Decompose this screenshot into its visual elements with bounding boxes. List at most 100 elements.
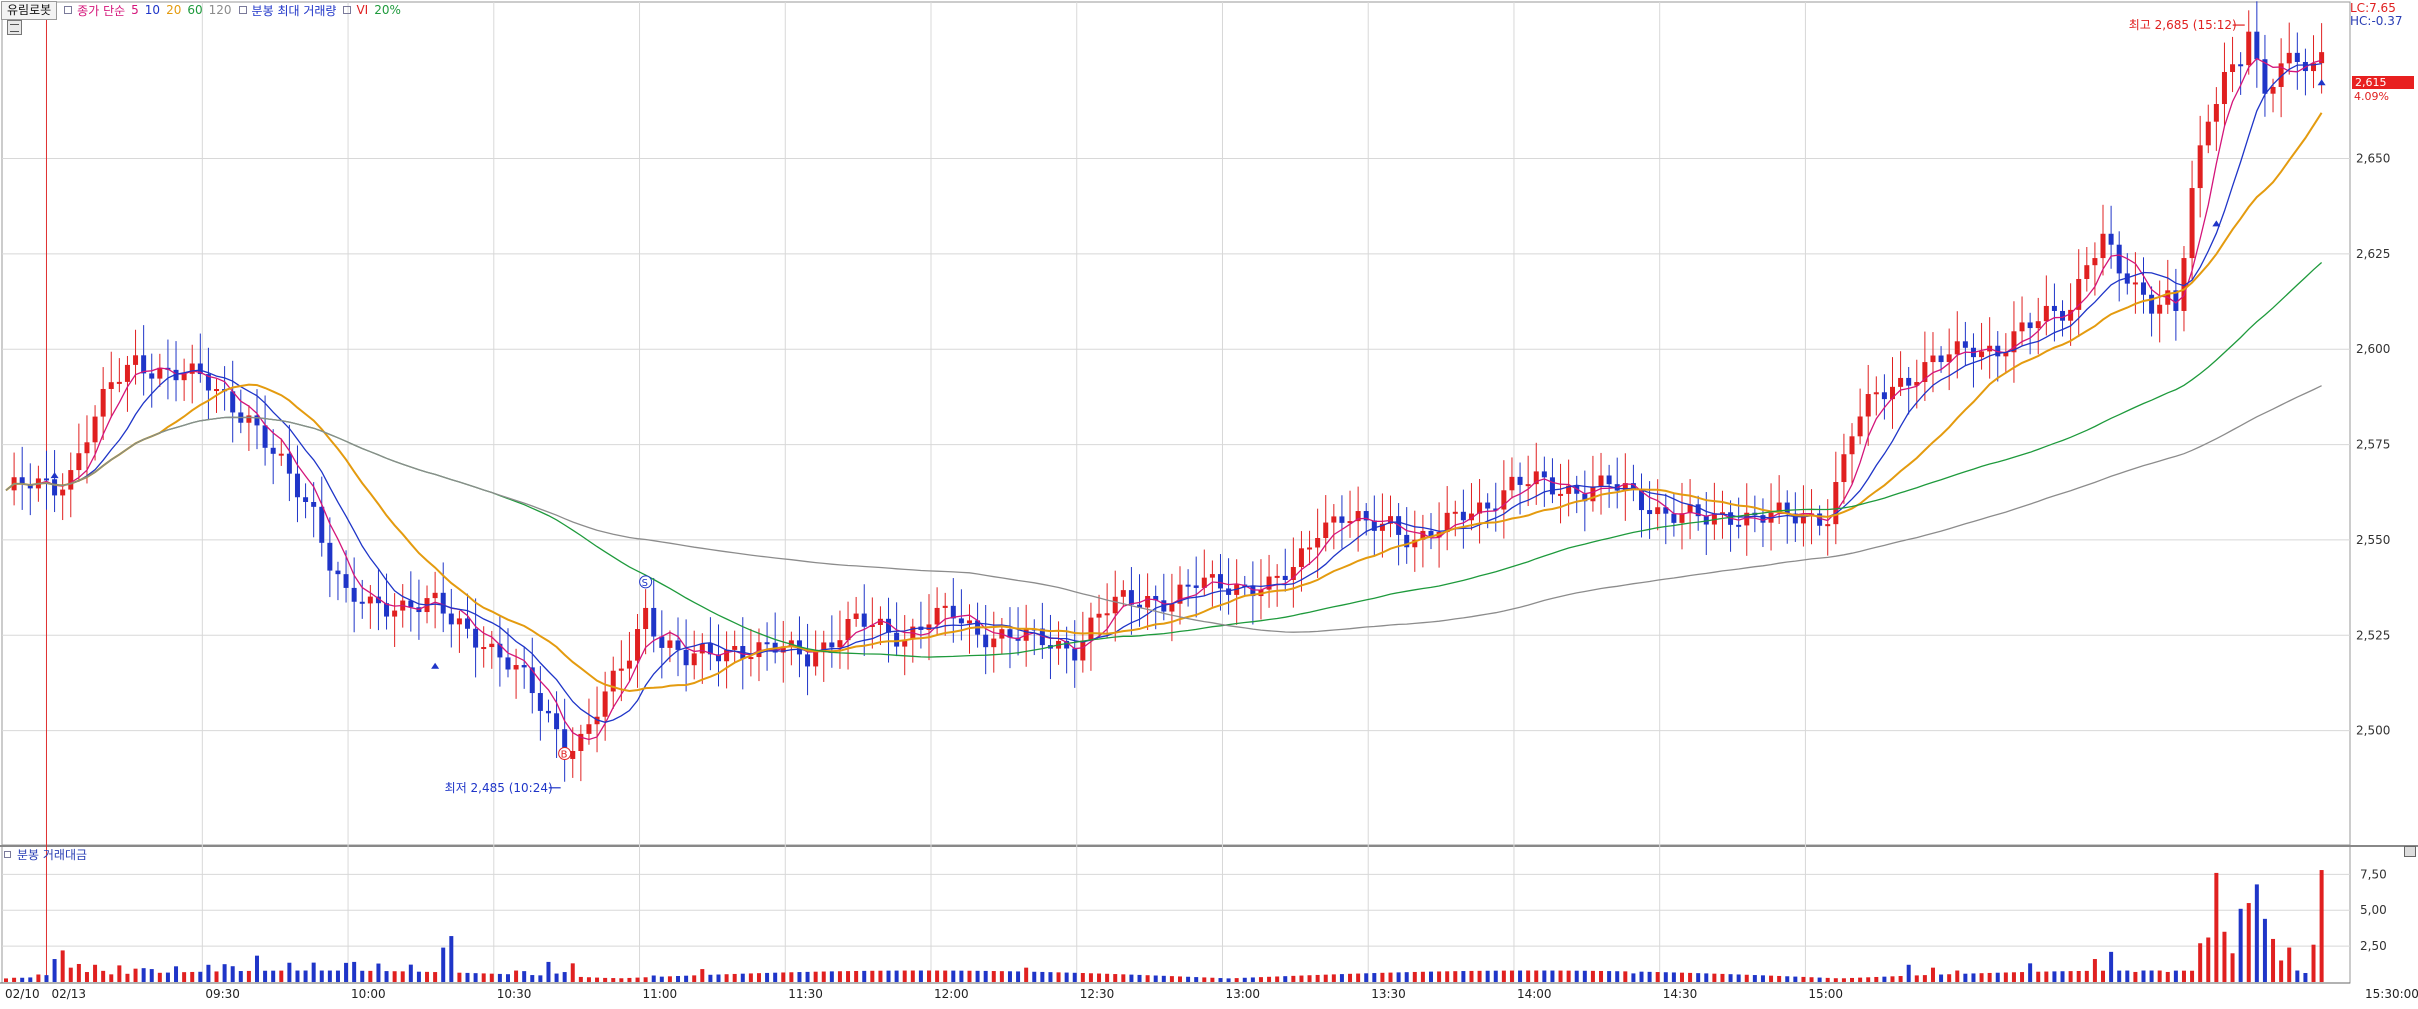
volume-bar (12, 977, 17, 982)
vi-toggle-icon[interactable] (343, 6, 352, 14)
candle-body (359, 601, 365, 604)
volume-bar (2279, 960, 2284, 982)
volume-bar (635, 977, 640, 982)
volume-toggle-icon[interactable] (238, 6, 247, 14)
candle-body (2189, 188, 2195, 259)
volume-bar (368, 970, 373, 982)
volume-bar (222, 964, 227, 982)
candle-body (958, 618, 964, 624)
candle-body (513, 665, 519, 670)
candle-body (813, 652, 819, 667)
candle-body (1922, 362, 1928, 383)
candle-body (1849, 436, 1855, 455)
volume-bar (781, 972, 786, 982)
volume-bar (4, 978, 8, 982)
volume-bar (1097, 973, 1102, 982)
candle-body (748, 657, 754, 660)
current-price-tag: 2,615 (2352, 76, 2414, 89)
candle-body (1064, 640, 1070, 649)
volume-bar (1841, 978, 1846, 982)
candle-body (1760, 515, 1766, 523)
candle-body (141, 355, 147, 374)
candle-body (861, 613, 867, 627)
volume-bar (546, 961, 551, 982)
volume-bar (2020, 972, 2025, 982)
ma-legend[interactable]: 종가 단순 5 10 20 60 120 (77, 2, 231, 19)
candle-body (2116, 244, 2122, 274)
volume-bar (894, 970, 899, 982)
candle-body (805, 654, 811, 667)
candle-body (1501, 490, 1507, 510)
ma-period-120: 120 (208, 3, 232, 17)
candle-body (2173, 290, 2179, 311)
volume-bar (1728, 974, 1733, 982)
candle-body (618, 668, 624, 671)
volume-bar (190, 971, 195, 982)
volume-bar (2068, 971, 2073, 982)
volume-bar (611, 978, 616, 982)
volume-bar (2173, 970, 2178, 982)
candle-body (124, 364, 130, 382)
time-tick-label: 15:00 (1808, 987, 1843, 1001)
candle-body (1145, 596, 1151, 608)
volume-bar (967, 970, 972, 982)
volume-bar (133, 968, 138, 982)
volume-bar (1971, 973, 1976, 982)
sell-marker-circle (639, 575, 653, 589)
volume-bar (1064, 972, 1069, 982)
volume-panel-toggle-icon[interactable] (4, 851, 11, 858)
volume-bar (676, 975, 681, 982)
candle-body (886, 618, 892, 633)
volume-bar (1858, 977, 1863, 982)
volume-bar (271, 970, 276, 982)
volume-bar (1550, 970, 1555, 982)
candle-body (1120, 590, 1126, 597)
candle-body (27, 484, 33, 489)
candle-body (2197, 145, 2203, 189)
volume-bar (52, 959, 57, 982)
candle-body (788, 640, 794, 647)
volume-bar (999, 971, 1004, 982)
volume-bar (1178, 976, 1182, 982)
volume-bar (2003, 972, 2008, 982)
ma-toggle-icon[interactable] (64, 6, 73, 14)
candle-body (1007, 629, 1013, 638)
candle-body (246, 415, 252, 423)
candle-body (1072, 648, 1078, 661)
candle-body (877, 618, 883, 625)
vi-label[interactable]: VI (356, 3, 369, 17)
candle-body (1355, 511, 1361, 522)
candle-body (1647, 510, 1653, 515)
time-tick-label: 02/13 (51, 987, 86, 1001)
volume-bar (1202, 977, 1207, 982)
sell-marker-label: S (642, 578, 648, 589)
candle-body (1744, 512, 1750, 526)
volume-bar (1331, 974, 1336, 982)
volume-bar (1639, 971, 1644, 982)
max-volume-label[interactable]: 분봉 최대 거래량 (251, 3, 337, 18)
volume-bar (935, 970, 940, 982)
volume-bar (1801, 976, 1806, 982)
stock-name-box[interactable]: 유림로봇 (1, 0, 58, 20)
candle-body (1663, 507, 1669, 514)
volume-bar (862, 970, 867, 982)
volume-bar (570, 963, 575, 982)
volume-bar (1024, 967, 1029, 982)
volume-bar (1817, 977, 1822, 982)
candle-body (635, 629, 641, 661)
volume-bar (1809, 977, 1814, 982)
volume-bar (2230, 953, 2235, 982)
chart-tool-button[interactable] (7, 20, 22, 35)
candle-body (683, 649, 689, 666)
candle-body (1639, 489, 1645, 511)
volume-bar (595, 977, 600, 982)
candle-body (537, 693, 543, 711)
time-tick-label: 02/10 (5, 987, 40, 1001)
volume-bar (619, 978, 624, 982)
candle-body (230, 391, 236, 413)
panel-minimize-button[interactable] (2404, 846, 2416, 857)
volume-bar (846, 971, 851, 982)
candle-body (440, 592, 446, 614)
